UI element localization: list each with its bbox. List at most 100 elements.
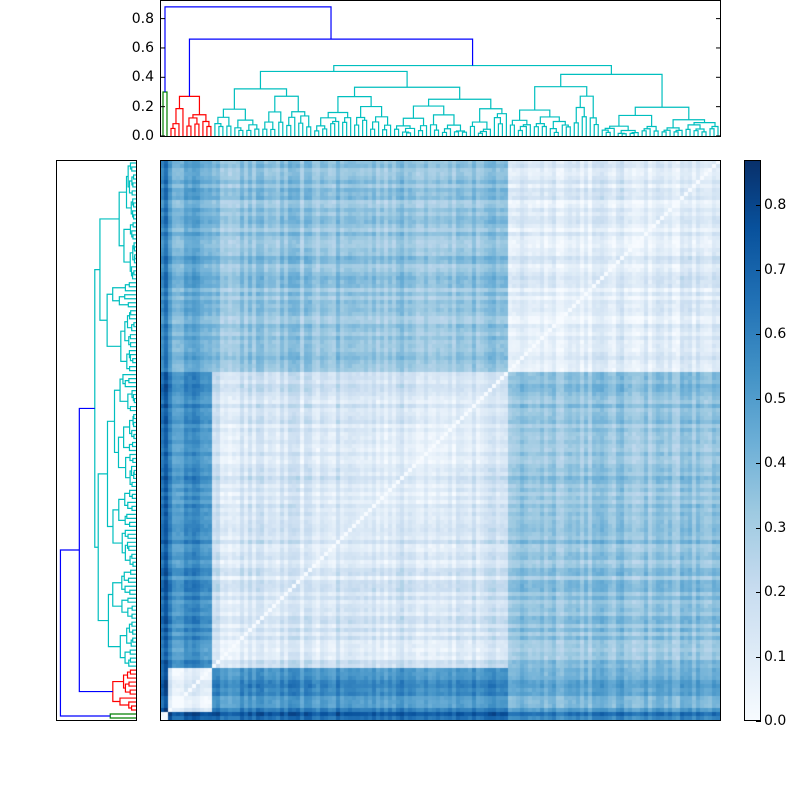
dendrogram-link <box>131 441 136 448</box>
dendrogram-link <box>246 129 252 136</box>
dendrogram-link <box>124 544 131 561</box>
dendrogram-link <box>129 342 136 348</box>
colorbar-tick-label: 0.3 <box>764 519 787 536</box>
dendrogram-link <box>233 88 288 110</box>
dendrogram-link <box>118 191 127 247</box>
dendrogram-link <box>128 378 136 384</box>
dendrogram-link <box>129 453 136 462</box>
dendrogram-link <box>539 116 560 124</box>
dendrogram-link <box>604 127 615 136</box>
dendrogram-link <box>427 98 492 109</box>
colorbar-tick-label: 0.2 <box>764 584 787 601</box>
dendrogram-link <box>641 130 647 136</box>
dendrogram-link <box>124 529 136 537</box>
dendrogram-link <box>479 130 488 136</box>
dendrogram-link <box>618 114 653 127</box>
dendrogram-link <box>132 182 136 188</box>
dendrogram-link <box>128 681 136 687</box>
dendrogram-link <box>354 124 360 136</box>
dendrogram-link <box>332 120 340 136</box>
dendrogram-link <box>300 115 310 127</box>
dendrogram-link <box>133 413 136 420</box>
dendrogram-link <box>356 116 366 126</box>
dendrogram-link <box>127 607 133 617</box>
dendrogram-link <box>126 315 132 329</box>
dendrogram-link <box>541 125 547 136</box>
dendrogram-link <box>132 202 136 208</box>
colorbar-tick-label: 0.4 <box>764 455 787 472</box>
dendrogram-link <box>274 95 299 112</box>
dendrogram-link <box>78 407 113 693</box>
dendrogram-link <box>129 224 134 235</box>
dendrogram-link <box>113 389 121 454</box>
dendrogram-link <box>360 105 383 118</box>
colorbar-tick <box>756 721 761 722</box>
colorbar-tick-label: 0.5 <box>764 390 787 407</box>
dendrogram-link <box>493 117 501 136</box>
dendrogram-link <box>129 689 136 695</box>
dendrogram-link <box>124 492 130 506</box>
dendrogram-link <box>469 125 476 136</box>
dendrogram-link <box>132 358 136 364</box>
dendrogram-link <box>128 443 136 452</box>
dendrogram-link <box>120 330 127 362</box>
dendrogram-link <box>194 123 200 136</box>
dendrogram-link <box>192 114 207 122</box>
dendrogram-link <box>129 669 136 675</box>
dendrogram-link <box>132 245 135 261</box>
dendrogram-link <box>129 162 136 170</box>
heatmap-cells <box>161 161 720 720</box>
dendrogram-link <box>117 436 126 469</box>
dendrogram-link <box>122 674 128 689</box>
dendrogram-link <box>634 106 690 120</box>
dendrogram-link <box>127 302 136 308</box>
dendrogram-link <box>132 457 136 464</box>
colorbar-tick-label: 0.6 <box>764 326 787 343</box>
dendrogram-link <box>405 132 412 136</box>
dendrogram-link <box>133 397 136 404</box>
colorbar-tick-label: 0.8 <box>764 197 787 214</box>
dendrogram-link <box>565 126 571 136</box>
dendrogram-link <box>382 129 388 136</box>
dendrogram-link <box>573 122 579 136</box>
colorbar-tick <box>756 269 761 271</box>
colorbar-tick <box>756 656 761 658</box>
colorbar-tick <box>756 334 761 336</box>
dendrogram-link <box>685 128 691 136</box>
dendrogram-link <box>118 498 126 521</box>
dendrogram-link <box>695 128 705 132</box>
dendrogram-link <box>129 589 136 595</box>
dendrogram-link <box>131 493 136 499</box>
dendrogram-link <box>202 120 210 136</box>
dendrogram-link <box>375 116 389 126</box>
dendrogram-link <box>131 272 136 280</box>
dendrogram-link <box>127 597 136 603</box>
dendrogram-link <box>131 505 136 511</box>
dendrogram-link <box>482 128 492 136</box>
dendrogram-link <box>123 228 131 263</box>
dendrogram-link <box>123 426 130 449</box>
dendrogram-link <box>561 124 569 136</box>
dendrogram-link <box>131 324 136 332</box>
dendrogram-link <box>121 599 128 613</box>
dendrogram-link <box>217 116 230 127</box>
dendrogram-link <box>342 121 348 136</box>
dendrogram-link <box>128 659 136 667</box>
dendrogram-link <box>126 627 132 644</box>
dendrogram-link <box>124 380 136 388</box>
dendrogram-link <box>471 121 488 130</box>
dendrogram-link <box>511 119 528 126</box>
dendrogram-link <box>130 705 136 711</box>
dendrogram-link <box>291 111 306 118</box>
dendrogram-link <box>131 621 136 627</box>
dendrogram-link <box>128 180 133 194</box>
dendrogram-link <box>125 175 132 209</box>
dendrogram-link <box>675 129 683 136</box>
dendrogram-link <box>130 465 136 477</box>
dendrogram-link <box>132 629 136 635</box>
dendrogram-link <box>404 127 416 136</box>
dendrogram-link <box>130 569 136 575</box>
dendrogram-link <box>234 127 242 136</box>
dendrogram-link <box>646 125 657 131</box>
dendrogram-link <box>119 378 128 402</box>
